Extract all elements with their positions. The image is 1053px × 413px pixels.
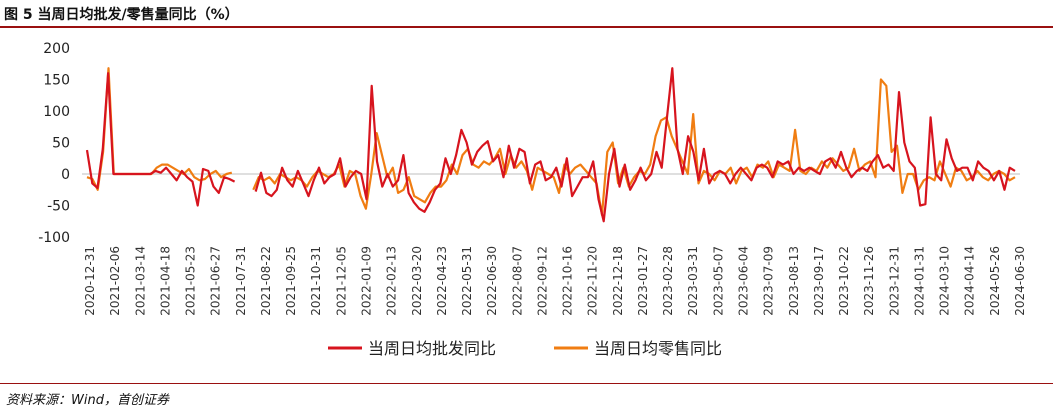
x-tick-label: 2022-04-23 — [435, 246, 449, 316]
x-tick-label: 2023-10-22 — [837, 246, 851, 316]
x-tick-label: 2024-06-30 — [1013, 246, 1027, 316]
series-line-2 — [86, 67, 1016, 216]
x-tick-label: 2022-09-12 — [535, 246, 549, 316]
source-note: 资料来源：Wind，首创证券 — [6, 393, 169, 408]
x-tick-label: 2021-10-31 — [309, 246, 323, 316]
x-tick-label: 2021-08-22 — [259, 246, 273, 316]
x-tick-label: 2021-04-18 — [158, 246, 172, 316]
y-tick-label: 0 — [61, 167, 70, 183]
x-tick-label: 2024-05-26 — [988, 246, 1002, 316]
y-tick-label: 100 — [43, 104, 70, 120]
x-tick-label: 2023-01-27 — [636, 246, 650, 316]
y-tick-label: -50 — [47, 199, 70, 215]
x-tick-label: 2023-07-09 — [762, 246, 776, 316]
line-chart: 200 150 100 50 0 -50 -100 2020-12-31 2021-02-06… — [38, 41, 1027, 358]
x-tick-label: 2022-08-07 — [510, 246, 524, 316]
x-tick-label: 2022-03-20 — [410, 246, 424, 316]
x-tick-label: 2022-11-20 — [586, 246, 600, 316]
x-tick-label: 2020-12-31 — [83, 246, 97, 316]
x-tick-label: 2022-06-30 — [485, 246, 499, 316]
x-tick-label: 2021-03-14 — [133, 246, 147, 316]
y-tick-label: 50 — [52, 136, 70, 152]
x-tick-label: 2021-12-05 — [334, 246, 348, 316]
x-tick-label: 2021-07-31 — [234, 246, 248, 316]
x-tick-label: 2023-12-31 — [887, 246, 901, 316]
y-tick-label: 200 — [43, 41, 70, 57]
x-tick-label: 2023-02-28 — [661, 246, 675, 316]
x-tick-label: 2022-10-16 — [561, 246, 575, 316]
x-tick-label: 2021-09-25 — [284, 246, 298, 316]
x-tick-label: 2023-08-13 — [787, 246, 801, 316]
x-tick-label: 2023-03-31 — [686, 246, 700, 316]
source-rule — [0, 383, 1053, 384]
x-tick-label: 2023-11-26 — [862, 246, 876, 316]
title-rule — [0, 26, 1053, 28]
x-tick-label: 2022-05-31 — [460, 246, 474, 316]
figure-title: 图 5 当周日均批发/零售量同比（%） — [4, 7, 239, 23]
x-tick-label: 2024-04-14 — [963, 246, 977, 316]
x-tick-label: 2021-05-23 — [184, 246, 198, 316]
series-line-1 — [85, 67, 1016, 223]
x-tick-label: 2022-01-09 — [359, 246, 373, 316]
y-tick-label: -100 — [38, 230, 70, 246]
x-tick-label: 2022-12-18 — [611, 246, 625, 316]
x-tick-label: 2023-05-07 — [711, 246, 725, 316]
x-tick-label: 2021-06-27 — [209, 246, 223, 316]
x-tick-label: 2023-09-17 — [812, 246, 826, 316]
x-tick-label: 2023-06-04 — [737, 246, 751, 316]
legend-label-2: 当周日均零售同比 — [594, 339, 722, 358]
x-tick-label: 2024-01-31 — [912, 246, 926, 316]
x-tick-label: 2024-03-10 — [938, 246, 952, 316]
y-tick-label: 150 — [43, 73, 70, 89]
x-tick-label: 2022-02-13 — [385, 246, 399, 316]
legend-label-1: 当周日均批发同比 — [368, 339, 496, 358]
x-tick-label: 2021-02-06 — [108, 246, 122, 316]
